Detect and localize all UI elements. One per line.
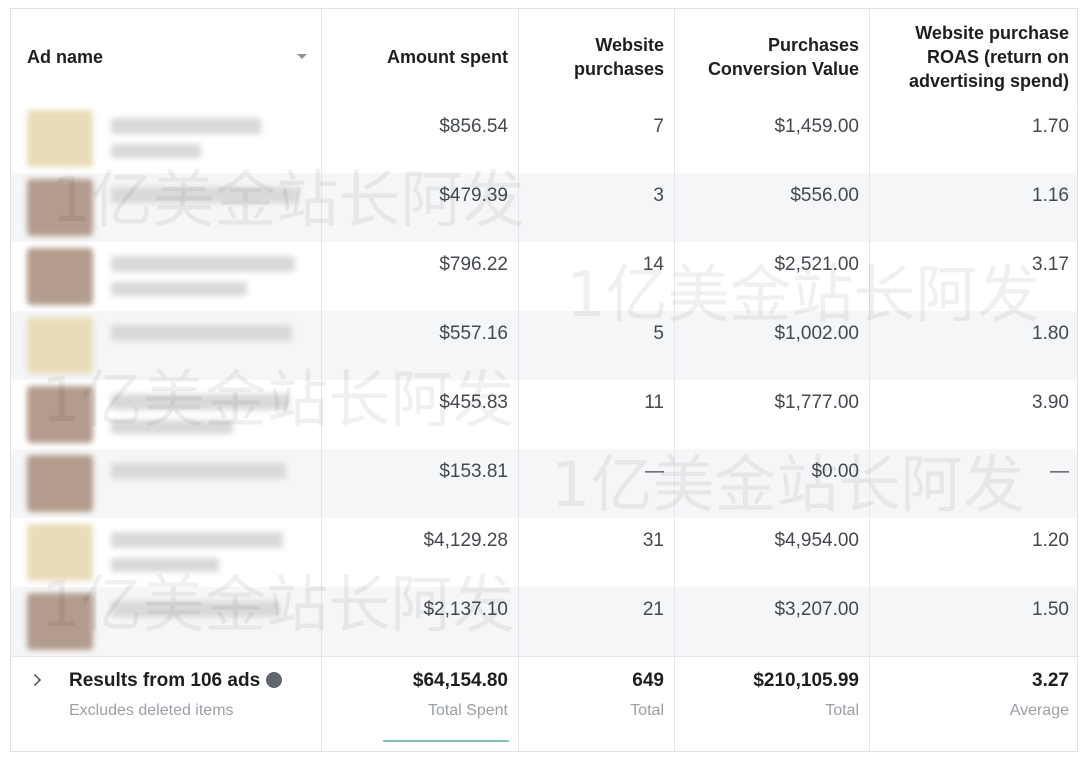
ad-name-blurred (111, 420, 233, 434)
total-label: Average (1009, 702, 1069, 719)
cell-value: — (645, 461, 664, 482)
cell-value: $1,459.00 (774, 116, 859, 137)
results-title: Results from 106 ads (69, 670, 283, 692)
cell-value: $1,777.00 (774, 392, 859, 413)
total-value: $210,105.99 (753, 670, 859, 691)
ad-thumbnail (27, 386, 93, 443)
column-divider (869, 9, 870, 751)
total-value: 3.27 (1032, 670, 1069, 691)
ad-thumbnail (27, 110, 93, 167)
sort-caret[interactable] (297, 54, 307, 59)
ad-name-blurred (111, 187, 298, 203)
cell-value: 1.80 (1032, 323, 1069, 344)
info-icon[interactable] (266, 672, 283, 688)
cell-value: $4,129.28 (423, 530, 508, 551)
column-header[interactable]: Purchases Conversion Value (707, 34, 859, 79)
row-background (11, 173, 1077, 242)
row-background (11, 311, 1077, 380)
total-value: 649 (632, 670, 664, 691)
column-header[interactable]: Website purchases (573, 34, 664, 79)
cell-value: $2,137.10 (423, 599, 508, 620)
ad-name-blurred (111, 601, 280, 617)
row-background (11, 518, 1077, 587)
ad-thumbnail (27, 593, 93, 650)
cell-value: $455.83 (439, 392, 508, 413)
cell-value: $479.39 (439, 185, 508, 206)
row-background (11, 587, 1077, 656)
column-divider (518, 9, 519, 751)
ads-table: Ad name Amount spent Website purchases Purc… (10, 8, 1079, 752)
total-label: Total (825, 702, 859, 719)
ad-name-blurred (111, 282, 247, 296)
ad-thumbnail (27, 455, 93, 512)
cell-value: 1.50 (1032, 599, 1069, 620)
cell-value: 11 (644, 392, 664, 413)
column-header: Ad name (11, 9, 321, 104)
ad-thumbnail (27, 524, 93, 581)
active-underline (383, 740, 509, 742)
cell-value: $2,521.00 (774, 254, 859, 275)
column-header[interactable]: Website purchase ROAS (return on adverti… (908, 22, 1069, 91)
cell-value: 3.90 (1032, 392, 1069, 413)
cell-value: 5 (653, 323, 664, 344)
ad-thumbnail (27, 248, 93, 305)
cell-value: 21 (642, 599, 664, 620)
cell-value: $4,954.00 (774, 530, 859, 551)
cell-value: $796.22 (439, 254, 508, 275)
total-label: Total (630, 702, 664, 719)
cell-value: $0.00 (811, 461, 859, 482)
cell-value: 3 (653, 185, 664, 206)
ad-thumbnail (27, 179, 93, 236)
column-header[interactable]: Amount spent (387, 46, 508, 67)
ad-name-blurred (111, 118, 261, 134)
cell-value: 1.20 (1032, 530, 1069, 551)
row-background (11, 380, 1077, 449)
cell-value: 7 (653, 116, 664, 137)
results-note: Excludes deleted items (69, 702, 234, 719)
ad-name-blurred (111, 532, 283, 548)
cell-value: 3.17 (1032, 254, 1069, 275)
expand-chevron[interactable] (29, 674, 41, 686)
ad-name-blurred (111, 558, 219, 572)
cell-value: 14 (642, 254, 664, 275)
ad-name-blurred (111, 325, 292, 341)
cell-value: $556.00 (790, 185, 859, 206)
ad-name-blurred (111, 463, 286, 479)
total-value: $64,154.80 (412, 670, 508, 691)
ad-thumbnail (27, 317, 93, 374)
cell-value: $153.81 (439, 461, 508, 482)
cell-value: 31 (642, 530, 664, 551)
row-background (11, 104, 1077, 173)
cell-value: $3,207.00 (774, 599, 859, 620)
row-background (11, 242, 1077, 311)
ad-name-blurred (111, 394, 289, 410)
cell-value: $557.16 (439, 323, 508, 344)
row-background (11, 449, 1077, 518)
ad-name-blurred (111, 144, 201, 158)
column-divider (321, 9, 322, 751)
ad-name-blurred (111, 256, 295, 272)
footer-divider (11, 656, 1079, 657)
cell-value: 1.70 (1032, 116, 1069, 137)
total-label: Total Spent (427, 702, 508, 719)
cell-value: 1.16 (1032, 185, 1069, 206)
column-divider (674, 9, 675, 751)
cell-value: $1,002.00 (774, 323, 859, 344)
cell-value: — (1050, 461, 1069, 482)
cell-value: $856.54 (439, 116, 508, 137)
